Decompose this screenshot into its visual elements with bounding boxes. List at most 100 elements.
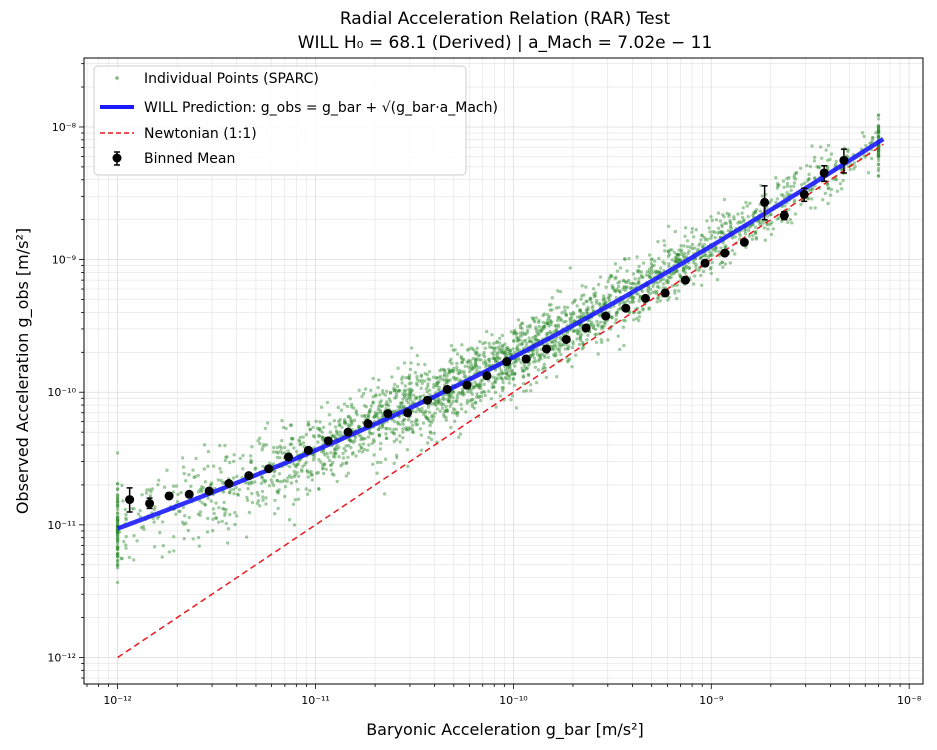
scatter-point — [344, 474, 349, 478]
scatter-point — [448, 370, 452, 374]
scatter-point — [356, 424, 361, 429]
scatter-point — [474, 382, 478, 387]
scatter-point — [160, 555, 164, 559]
scatter-point — [366, 414, 371, 418]
scatter-point — [594, 301, 599, 305]
scatter-point — [572, 329, 576, 333]
scatter-point — [331, 454, 336, 458]
scatter-point — [666, 298, 670, 302]
scatter-point — [511, 332, 516, 336]
scatter-point — [449, 425, 453, 430]
scatter-point — [496, 350, 500, 355]
scatter-point — [472, 384, 476, 389]
scatter-point — [434, 403, 438, 408]
scatter-point — [602, 320, 606, 324]
scatter-point — [578, 308, 582, 312]
scatter-point — [400, 377, 404, 381]
scatter-point — [633, 277, 637, 281]
scatter-point — [349, 420, 353, 424]
scatter-point — [711, 248, 715, 252]
scatter-point — [648, 287, 653, 291]
scatter-point — [766, 222, 770, 227]
scatter-point — [264, 496, 268, 500]
scatter-point — [115, 494, 120, 498]
scatter-point — [427, 435, 431, 440]
scatter-point — [482, 350, 486, 355]
scatter-point — [278, 449, 283, 453]
scatter-point — [821, 198, 825, 202]
scatter-point — [147, 488, 152, 492]
scatter-point — [683, 226, 688, 230]
scatter-point — [802, 181, 807, 185]
scatter-point — [542, 326, 546, 331]
scatter-point — [495, 356, 499, 360]
scatter-point — [601, 302, 606, 306]
scatter-point — [627, 311, 632, 315]
scatter-point — [652, 263, 656, 267]
scatter-point — [417, 408, 422, 412]
scatter-point — [219, 478, 224, 483]
scatter-point — [289, 423, 294, 427]
scatter-point — [115, 518, 120, 523]
scatter-point — [807, 177, 811, 181]
scatter-point — [541, 367, 545, 372]
scatter-point — [369, 388, 373, 392]
scatter-point — [848, 167, 852, 172]
binned-mean-point — [442, 384, 452, 394]
scatter-point — [212, 511, 216, 516]
scatter-point — [456, 411, 460, 415]
scatter-point — [525, 341, 529, 346]
scatter-point — [199, 485, 204, 489]
scatter-point — [512, 331, 517, 335]
scatter-point — [633, 282, 637, 286]
scatter-point — [418, 409, 422, 414]
scatter-point — [223, 458, 228, 463]
scatter-point — [736, 221, 740, 225]
scatter-point — [635, 316, 639, 321]
scatter-point — [496, 356, 501, 360]
scatter-point — [876, 129, 881, 133]
scatter-point — [432, 415, 436, 419]
scatter-point — [703, 235, 707, 240]
scatter-point — [533, 365, 537, 369]
scatter-point — [692, 235, 696, 239]
scatter-point — [196, 512, 200, 516]
scatter-point — [437, 398, 441, 402]
scatter-point — [793, 212, 798, 216]
scatter-point — [447, 367, 451, 372]
scatter-point — [516, 337, 520, 342]
scatter-point — [688, 245, 693, 249]
scatter-point — [144, 491, 149, 495]
scatter-point — [236, 493, 240, 497]
scatter-point — [785, 184, 789, 188]
scatter-point — [115, 545, 120, 550]
scatter-point — [403, 384, 407, 388]
scatter-point — [646, 290, 651, 294]
scatter-point — [820, 156, 824, 160]
scatter-point — [272, 470, 276, 474]
scatter-point — [565, 331, 570, 335]
scatter-point — [876, 144, 881, 148]
binned-mean-point — [343, 427, 353, 437]
scatter-point — [380, 414, 385, 418]
scatter-point — [578, 336, 582, 341]
scatter-point — [700, 244, 705, 249]
scatter-point — [354, 409, 359, 413]
scatter-point — [408, 391, 412, 395]
scatter-point — [852, 167, 856, 171]
scatter-point — [685, 245, 690, 249]
scatter-point — [600, 327, 604, 331]
scatter-point — [221, 481, 225, 485]
scatter-point — [789, 188, 793, 193]
scatter-point — [826, 201, 830, 206]
scatter-point — [553, 343, 557, 347]
scatter-point — [581, 345, 585, 350]
scatter-point — [506, 373, 511, 378]
scatter-point — [595, 319, 599, 323]
scatter-point — [600, 340, 604, 345]
scatter-point — [226, 541, 230, 545]
scatter-point — [175, 500, 180, 504]
scatter-point — [352, 406, 356, 410]
scatter-point — [636, 292, 640, 296]
scatter-point — [754, 208, 759, 212]
